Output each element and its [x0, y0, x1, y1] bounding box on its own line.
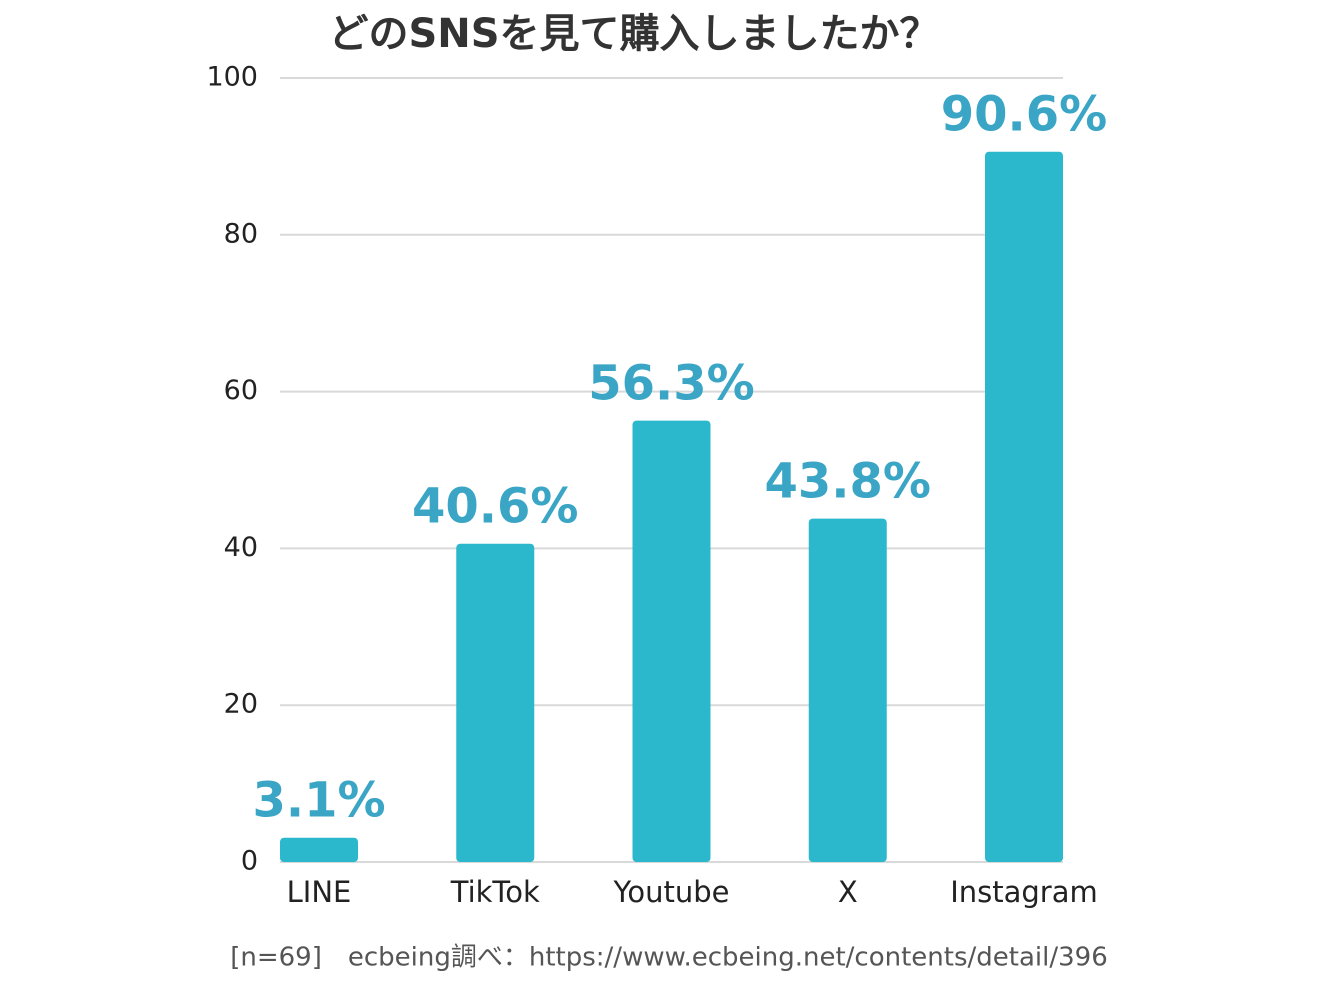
- value-label: 40.6%: [412, 479, 579, 535]
- footnote: [n=69] ecbeing調べ：https://www.ecbeing.net…: [230, 943, 1108, 973]
- y-tick-label: 60: [224, 375, 258, 406]
- bar: [456, 543, 535, 862]
- y-tick-label: 40: [224, 532, 258, 563]
- value-label: 56.3%: [588, 356, 755, 412]
- bar: [808, 518, 887, 862]
- x-tick-label: LINE: [287, 875, 352, 909]
- x-tick-label: Youtube: [613, 875, 730, 909]
- bar: [280, 837, 358, 862]
- value-label: 90.6%: [941, 87, 1108, 143]
- x-tick-label: TikTok: [450, 875, 540, 909]
- value-label: 43.8%: [764, 454, 931, 510]
- x-tick-label: X: [838, 875, 858, 909]
- y-tick-label: 100: [206, 62, 258, 93]
- y-tick-label: 80: [224, 218, 258, 249]
- bar: [632, 420, 711, 862]
- bar: [985, 151, 1063, 863]
- chart-title: どのSNSを見て購入しましたか？: [328, 11, 939, 57]
- y-tick-label: 0: [241, 846, 258, 877]
- value-label: 3.1%: [252, 773, 385, 829]
- x-tick-label: Instagram: [950, 875, 1098, 909]
- y-tick-label: 20: [224, 689, 258, 720]
